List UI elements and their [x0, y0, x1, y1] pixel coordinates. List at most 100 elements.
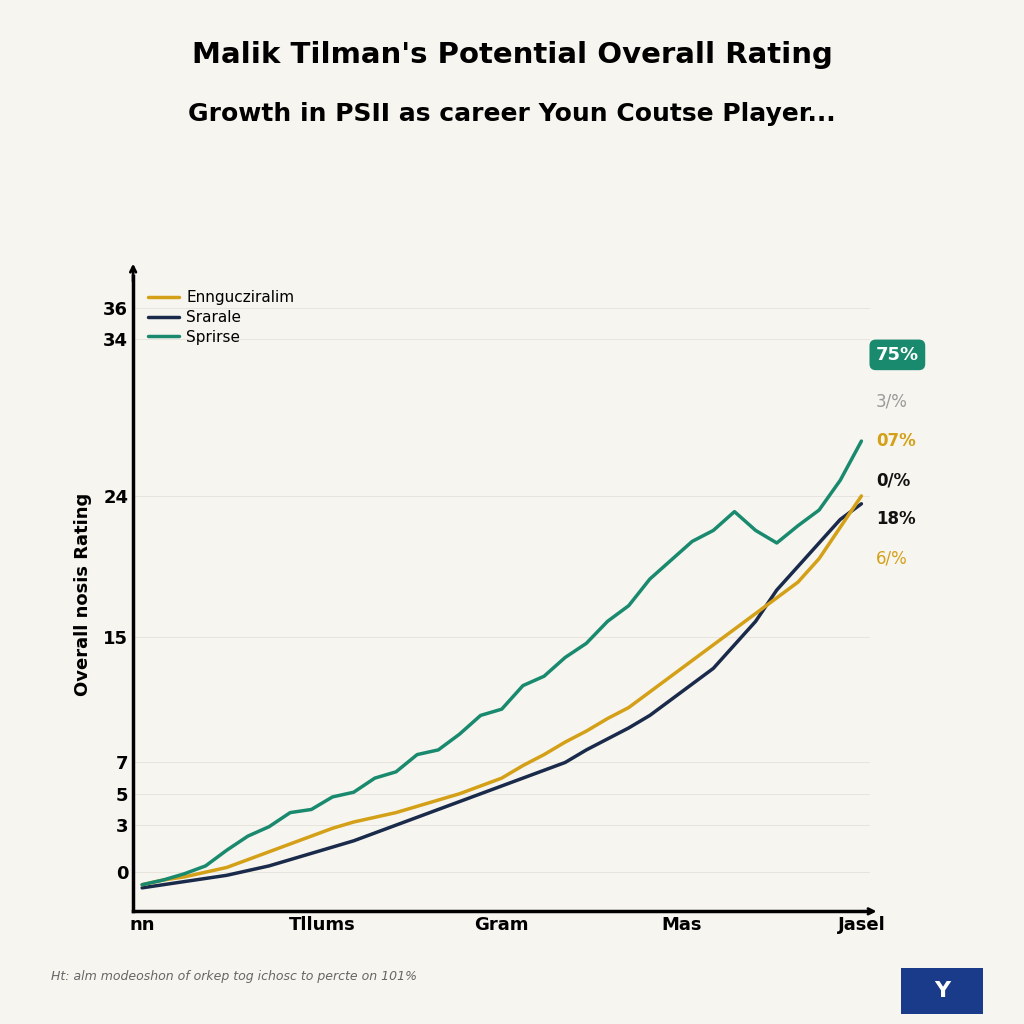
Srarale — [708, 663, 720, 675]
Sprirse — [157, 873, 169, 886]
Enngucziralim — [390, 807, 402, 819]
Enngucziralim — [432, 794, 444, 806]
Text: 07%: 07% — [876, 432, 915, 451]
Sprirse — [792, 519, 804, 531]
Sprirse — [284, 807, 296, 819]
Enngucziralim — [411, 800, 423, 812]
Sprirse — [220, 844, 232, 856]
Srarale — [813, 537, 825, 549]
Sprirse — [623, 599, 635, 611]
Enngucziralim — [538, 749, 550, 761]
Sprirse — [263, 820, 275, 833]
Enngucziralim — [686, 654, 698, 667]
Sprirse — [728, 506, 740, 518]
Srarale — [601, 733, 613, 745]
Text: Y: Y — [934, 981, 950, 1000]
Sprirse — [559, 651, 571, 664]
Enngucziralim — [242, 853, 254, 865]
Sprirse — [411, 749, 423, 761]
Text: 3/%: 3/% — [876, 393, 907, 411]
Sprirse — [581, 637, 593, 649]
Sprirse — [855, 435, 867, 447]
Srarale — [728, 639, 740, 651]
Srarale — [496, 780, 508, 793]
Srarale — [305, 847, 317, 859]
Srarale — [347, 835, 359, 847]
Srarale — [665, 693, 677, 706]
Enngucziralim — [792, 577, 804, 589]
Srarale — [686, 678, 698, 690]
Sprirse — [601, 615, 613, 628]
Sprirse — [474, 710, 486, 722]
Enngucziralim — [601, 713, 613, 725]
Srarale — [263, 860, 275, 872]
Enngucziralim — [474, 780, 486, 793]
Sprirse — [538, 670, 550, 682]
Sprirse — [517, 680, 529, 692]
Text: 18%: 18% — [876, 510, 915, 528]
Srarale — [855, 498, 867, 510]
Enngucziralim — [581, 725, 593, 737]
Srarale — [220, 869, 232, 882]
Srarale — [623, 722, 635, 734]
Text: Ht: alm modeoshon of orkep tog ichosc to percte on 101%: Ht: alm modeoshon of orkep tog ichosc to… — [51, 970, 417, 983]
Sprirse — [708, 524, 720, 537]
Sprirse — [686, 536, 698, 548]
Srarale — [369, 826, 381, 839]
Sprirse — [200, 860, 212, 872]
Srarale — [411, 811, 423, 823]
Text: 75%: 75% — [876, 346, 919, 364]
Srarale — [559, 757, 571, 769]
Line: Srarale: Srarale — [142, 504, 861, 888]
Enngucziralim — [855, 489, 867, 502]
Sprirse — [347, 786, 359, 799]
Srarale — [474, 787, 486, 800]
Enngucziralim — [835, 521, 847, 534]
Srarale — [390, 819, 402, 831]
Enngucziralim — [771, 592, 783, 604]
Enngucziralim — [178, 870, 190, 883]
Sprirse — [327, 791, 339, 803]
Sprirse — [454, 728, 466, 740]
Srarale — [581, 743, 593, 756]
Sprirse — [771, 537, 783, 549]
Sprirse — [432, 743, 444, 756]
Enngucziralim — [644, 686, 656, 698]
Legend: Enngucziralim, Srarale, Sprirse: Enngucziralim, Srarale, Sprirse — [148, 291, 295, 345]
Srarale — [750, 615, 762, 628]
Sprirse — [835, 474, 847, 486]
Text: Growth in PSII as career Youn Coutse Player...: Growth in PSII as career Youn Coutse Pla… — [188, 102, 836, 126]
Enngucziralim — [263, 846, 275, 858]
Enngucziralim — [347, 816, 359, 828]
Sprirse — [242, 830, 254, 843]
Srarale — [178, 876, 190, 888]
Srarale — [327, 841, 339, 853]
Srarale — [771, 584, 783, 596]
Y-axis label: Overall nosis Rating: Overall nosis Rating — [74, 493, 92, 695]
Text: 0/%: 0/% — [876, 471, 910, 489]
Sprirse — [644, 572, 656, 585]
Srarale — [835, 513, 847, 525]
Srarale — [432, 803, 444, 815]
Enngucziralim — [750, 607, 762, 620]
Srarale — [136, 882, 148, 894]
Srarale — [538, 764, 550, 776]
Srarale — [157, 879, 169, 891]
Srarale — [200, 872, 212, 885]
Srarale — [454, 796, 466, 808]
Enngucziralim — [200, 866, 212, 879]
Enngucziralim — [220, 861, 232, 873]
Line: Sprirse: Sprirse — [142, 441, 861, 885]
Srarale — [644, 710, 656, 722]
Enngucziralim — [454, 787, 466, 800]
Enngucziralim — [369, 811, 381, 823]
Enngucziralim — [305, 830, 317, 843]
Srarale — [792, 560, 804, 572]
Enngucziralim — [559, 736, 571, 749]
Srarale — [517, 772, 529, 784]
Text: Malik Tilman's Potential Overall Rating: Malik Tilman's Potential Overall Rating — [191, 41, 833, 69]
Line: Enngucziralim: Enngucziralim — [142, 496, 861, 885]
Sprirse — [178, 867, 190, 880]
Enngucziralim — [496, 772, 508, 784]
Enngucziralim — [665, 670, 677, 682]
